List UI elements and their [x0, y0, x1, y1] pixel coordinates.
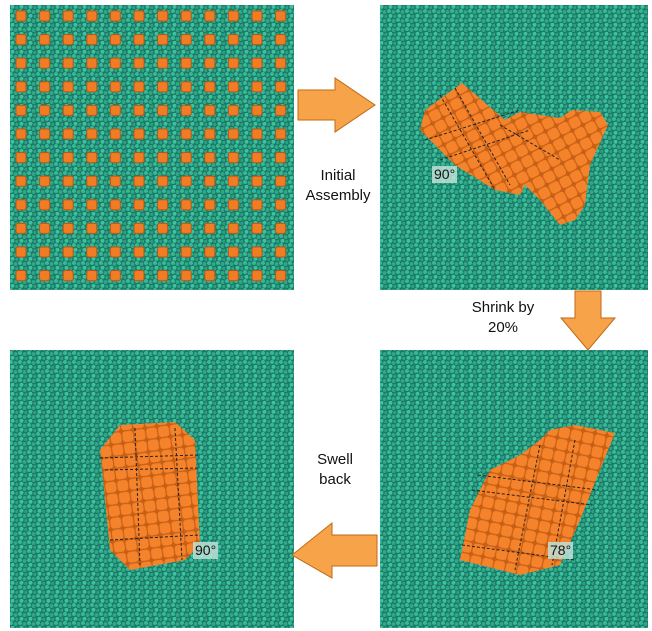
- cube-lattice: [10, 5, 294, 290]
- figure-graphics: [0, 0, 652, 631]
- cluster: [100, 422, 200, 570]
- step-label: Initial Assembly: [296, 166, 380, 206]
- arrow-right: [298, 78, 375, 132]
- arrow-down: [561, 291, 615, 350]
- step-label: Shrink by 20%: [460, 298, 546, 338]
- figure: Initial Assembly Shrink by 20% Swell bac…: [0, 0, 652, 631]
- angle-label: 78°: [548, 542, 573, 559]
- step-label: Swell back: [305, 450, 365, 490]
- arrow-left: [292, 523, 377, 578]
- angle-label: 90°: [193, 542, 218, 559]
- angle-label: 90°: [432, 166, 457, 183]
